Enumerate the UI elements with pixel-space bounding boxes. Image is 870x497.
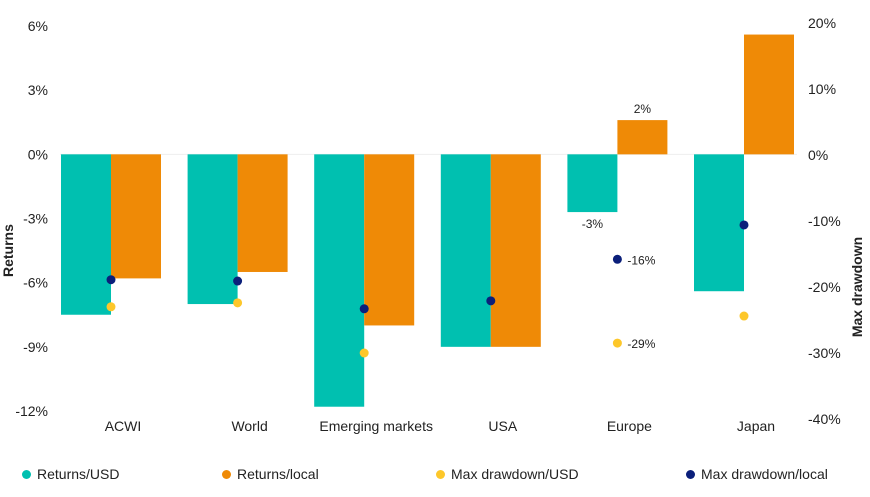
- legend-marker-icon: [222, 469, 231, 479]
- bar-returns-local: [237, 154, 288, 272]
- dot-max-drawdown-usd: [612, 338, 622, 348]
- category-label: Europe: [607, 418, 652, 434]
- bar-returns-local: [490, 154, 541, 347]
- left-tick-label: -12%: [15, 403, 48, 419]
- data-label: 2%: [634, 102, 652, 116]
- right-tick-label: -20%: [808, 279, 841, 295]
- legend-item: Max drawdown/local: [686, 466, 828, 482]
- right-tick-label: -30%: [808, 345, 841, 361]
- left-tick-label: 6%: [28, 18, 48, 34]
- legend-marker-icon: [686, 469, 695, 479]
- category-label: Emerging markets: [319, 418, 433, 434]
- left-tick-label: -3%: [23, 211, 48, 227]
- legend-label: Returns/USD: [37, 466, 120, 482]
- right-tick-label: -40%: [808, 411, 841, 427]
- category-label: USA: [488, 418, 517, 434]
- legend-marker-icon: [436, 469, 445, 479]
- category-label: ACWI: [105, 418, 142, 434]
- bar-returns-local: [617, 120, 668, 155]
- left-tick-label: 0%: [28, 146, 48, 162]
- legend-marker-icon: [22, 469, 31, 479]
- dot-max-drawdown-usd: [359, 348, 369, 358]
- bar-returns-usd: [314, 154, 365, 407]
- bar-returns-local: [111, 154, 161, 279]
- bar-returns-usd: [61, 154, 111, 315]
- data-label: -16%: [627, 253, 655, 267]
- right-axis-label: Max drawdown: [849, 237, 865, 337]
- legend: Returns/USD Returns/local Max drawdown/USD…: [0, 466, 870, 486]
- dot-max-drawdown-local: [359, 304, 369, 314]
- legend-label: Max drawdown/local: [701, 466, 828, 482]
- dot-max-drawdown-usd: [106, 302, 116, 312]
- dot-max-drawdown-local: [486, 296, 496, 306]
- category-label: World: [231, 418, 267, 434]
- dot-max-drawdown-usd: [233, 298, 243, 308]
- legend-label: Max drawdown/USD: [451, 466, 579, 482]
- legend-item: Returns/local: [222, 466, 319, 482]
- bar-returns-local: [744, 34, 794, 155]
- dot-max-drawdown-local: [233, 276, 243, 286]
- right-tick-label: 20%: [808, 15, 836, 31]
- legend-item: Max drawdown/USD: [436, 466, 579, 482]
- left-tick-label: -6%: [23, 275, 48, 291]
- right-tick-label: 0%: [808, 147, 828, 163]
- bar-returns-local: [364, 154, 415, 326]
- left-tick-label: 3%: [28, 82, 48, 98]
- bar-returns-usd: [187, 154, 238, 305]
- left-tick-label: -9%: [23, 339, 48, 355]
- right-tick-label: -10%: [808, 213, 841, 229]
- dot-max-drawdown-local: [739, 220, 749, 230]
- dot-max-drawdown-usd: [739, 311, 749, 321]
- category-label: Japan: [737, 418, 775, 434]
- bar-returns-usd: [694, 154, 744, 292]
- legend-label: Returns/local: [237, 466, 319, 482]
- dot-max-drawdown-local: [612, 254, 622, 264]
- dot-max-drawdown-local: [106, 275, 116, 285]
- data-label: -29%: [627, 337, 655, 351]
- data-label: -3%: [582, 217, 604, 231]
- bar-returns-usd: [567, 154, 618, 213]
- right-tick-label: 10%: [808, 81, 836, 97]
- left-axis-label: Returns: [0, 224, 16, 277]
- bar-returns-usd: [440, 154, 491, 347]
- legend-item: Returns/USD: [22, 466, 119, 482]
